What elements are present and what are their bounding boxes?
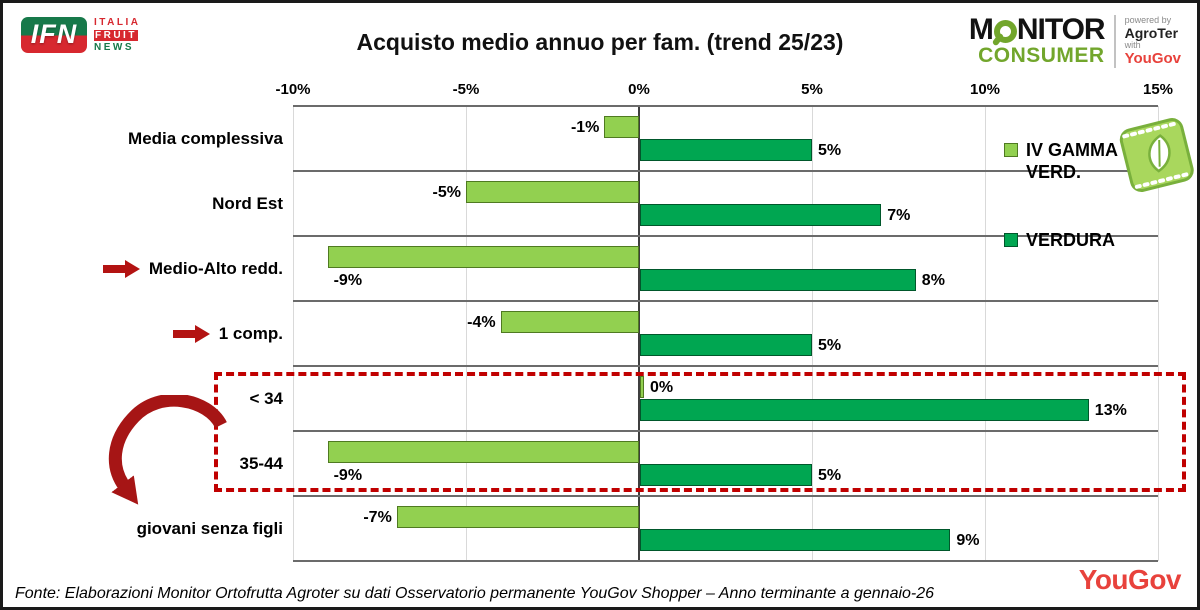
category-label-row: Nord Est — [11, 192, 283, 216]
legend-swatch-verdura — [1004, 233, 1018, 247]
value-label: 5% — [818, 467, 842, 484]
value-label: 5% — [818, 337, 842, 354]
category-label: < 34 — [249, 388, 283, 408]
source-note: Fonte: Elaborazioni Monitor Ortofrutta A… — [15, 585, 935, 602]
category-label: 35-44 — [239, 453, 283, 473]
red-arrow-icon — [102, 259, 140, 278]
red-arrow-icon — [172, 324, 210, 343]
with-label: with — [1124, 39, 1141, 50]
bar-verdura — [640, 269, 916, 291]
x-tick-label: 15% — [1142, 81, 1174, 98]
bar-iv-gamma-verd — [396, 506, 639, 528]
category-label-row: Media complessiva — [11, 127, 283, 151]
legend-label-iv-gamma: IV GAMMA VERD. — [1026, 140, 1118, 182]
bar-verdura — [640, 204, 882, 226]
monitor-name: M NITOR — [968, 13, 1106, 46]
value-label: 7% — [887, 207, 911, 224]
ifn-word-fruit: FRUIT — [94, 29, 138, 41]
x-tick-label: 10% — [969, 81, 1001, 98]
monitor-name-prefix: M — [968, 13, 994, 46]
value-label: -9% — [333, 467, 363, 484]
category-label: 1 comp. — [218, 323, 283, 343]
salad-bag-icon — [1119, 118, 1194, 192]
x-tick-label: -10% — [275, 81, 311, 98]
monitor-partners: powered by AgroTer with YouGov — [1125, 15, 1181, 68]
gridline — [811, 106, 813, 561]
category-label: Nord Est — [212, 193, 283, 213]
value-label: 13% — [1094, 402, 1127, 419]
row-separator — [293, 430, 1158, 432]
category-label-row: Medio-Alto redd. — [11, 257, 283, 281]
chart-title: Acquisto medio annuo per fam. (trend 25/… — [356, 29, 844, 55]
monitor-wordmark: M NITOR CONSUMER — [969, 15, 1116, 68]
bar-iv-gamma-verd — [327, 441, 639, 463]
consumer-wordmark: CONSUMER — [978, 44, 1105, 67]
ifn-badge: IFN — [21, 17, 87, 53]
category-label: giovani senza figli — [136, 518, 283, 538]
row-separator — [293, 235, 1158, 237]
gridline — [1157, 106, 1159, 561]
monitor-consumer-logo: M NITOR CONSUMER powered by AgroTer with… — [969, 15, 1181, 68]
legend-swatch-iv-gamma — [1004, 143, 1018, 157]
italia-fruit-news-logo: IFN ITALIA FRUIT NEWS — [21, 17, 140, 54]
agroter-wordmark: AgroTer — [1124, 24, 1179, 41]
row-separator — [293, 170, 1158, 172]
ifn-wordmark: ITALIA FRUIT NEWS — [94, 17, 140, 54]
bar-verdura — [640, 399, 1089, 421]
yougov-logo: YouGov — [1078, 564, 1182, 595]
yougov-small-wordmark: YouGov — [1124, 49, 1181, 67]
gridline — [465, 106, 467, 561]
row-separator — [293, 300, 1158, 302]
bar-verdura — [640, 529, 951, 551]
value-label: -9% — [333, 272, 363, 289]
zero-axis-line — [638, 106, 640, 561]
bar-iv-gamma-verd — [466, 181, 639, 203]
bar-verdura — [640, 334, 812, 356]
legend-label-verdura: VERDURA — [1026, 230, 1116, 250]
category-label-row: < 34 — [11, 387, 283, 411]
legend-item-verdura: VERDURA — [1004, 229, 1134, 251]
x-tick-label: 5% — [801, 81, 823, 98]
ifn-word-news: NEWS — [94, 42, 134, 53]
bar-iv-gamma-verd — [604, 116, 639, 138]
category-label: Medio-Alto redd. — [148, 258, 283, 278]
gridline — [984, 106, 986, 561]
category-label-row: 1 comp. — [11, 322, 283, 346]
value-label: 0% — [650, 379, 674, 396]
value-label: -4% — [467, 314, 496, 331]
category-label-row: 35-44 — [11, 452, 283, 476]
bar-iv-gamma-verd — [500, 311, 639, 333]
ifn-acronym: IFN — [30, 19, 78, 49]
row-separator — [293, 495, 1158, 497]
bar-iv-gamma-verd — [640, 376, 644, 398]
value-label: 9% — [956, 532, 980, 549]
monitor-name-suffix: NITOR — [1016, 13, 1106, 46]
x-tick-label: 0% — [628, 81, 650, 98]
value-label: 5% — [818, 142, 842, 159]
value-label: -5% — [432, 184, 461, 201]
bar-verdura — [640, 139, 812, 161]
magnifier-icon — [993, 19, 1017, 43]
bar-iv-gamma-verd — [327, 246, 639, 268]
bar-verdura — [640, 464, 812, 486]
row-separator — [293, 365, 1158, 367]
category-label-row: giovani senza figli — [11, 517, 283, 541]
category-label: Media complessiva — [128, 128, 283, 148]
legend-item-iv-gamma: IV GAMMA VERD. — [1004, 139, 1134, 183]
value-label: -7% — [363, 509, 392, 526]
value-label: -1% — [570, 119, 600, 136]
value-label: 8% — [921, 272, 945, 289]
powered-by-label: powered by — [1124, 14, 1172, 25]
x-tick-label: -5% — [452, 81, 480, 98]
highlight-box — [214, 372, 1186, 492]
curved-arrow-icon — [108, 395, 227, 505]
ifn-word-italia: ITALIA — [94, 17, 141, 28]
row-separator — [293, 105, 1158, 107]
gridline — [292, 106, 294, 561]
row-separator — [293, 560, 1158, 562]
legend: IV GAMMA VERD. VERDURA — [1004, 139, 1134, 251]
